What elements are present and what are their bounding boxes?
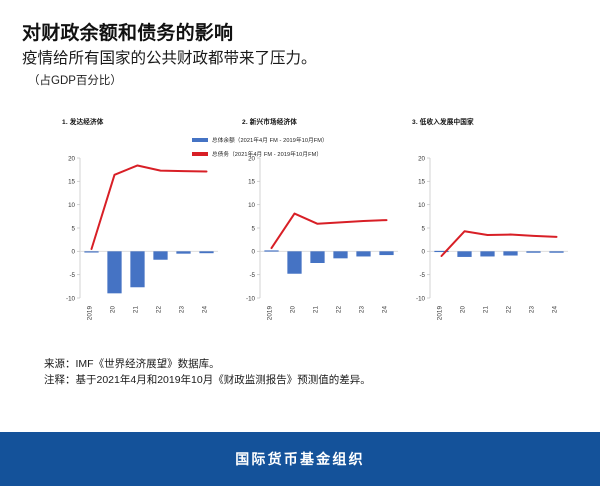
chart-plot-2: 20 15 10 5 0 -5 -10 2019 20 21 22 23 24 [228, 152, 408, 344]
svg-text:15: 15 [248, 179, 255, 186]
chart-legend: 总体余额（2021年4月 FM - 2019年10月FM） 总债务（2021年4… [192, 134, 402, 162]
svg-text:5: 5 [422, 225, 426, 232]
svg-text:22: 22 [336, 306, 343, 314]
svg-text:21: 21 [313, 306, 320, 314]
svg-text:22: 22 [156, 306, 163, 314]
svg-text:-10: -10 [246, 295, 256, 302]
svg-text:23: 23 [529, 306, 536, 314]
chart-panel-low-income: 3. 低收入发展中国家 20 15 10 5 0 -5 -10 2019 20 21 22 23 24 [398, 112, 578, 344]
svg-text:20: 20 [68, 155, 75, 162]
legend-swatch-line-icon [192, 152, 208, 156]
footnotes: 来源：IMF《世界经济展望》数据库。 注释：基于2021年4月和2019年10月… [44, 356, 576, 389]
svg-text:-10: -10 [66, 295, 76, 302]
svg-text:23: 23 [359, 306, 366, 314]
svg-text:5: 5 [252, 225, 256, 232]
svg-text:15: 15 [68, 179, 75, 186]
svg-text:24: 24 [552, 306, 559, 314]
legend-item-balance: 总体余额（2021年4月 FM - 2019年10月FM） [192, 134, 402, 146]
legend-item-debt: 总债务（2021年4月 FM - 2019年10月FM） [192, 148, 402, 160]
chart-plot-1: 20 15 10 5 0 -5 -10 2019 20 21 22 23 24 [48, 152, 228, 344]
svg-text:2019: 2019 [267, 306, 274, 321]
svg-text:24: 24 [202, 306, 209, 314]
footer-bar: 国际货币基金组织 [0, 432, 600, 486]
svg-text:2019: 2019 [87, 306, 94, 321]
svg-text:0: 0 [252, 249, 256, 256]
legend-label-balance: 总体余额（2021年4月 FM - 2019年10月FM） [212, 138, 328, 144]
chart-svg: 20 15 10 5 0 -5 -10 2019 20 21 22 23 24 [66, 155, 218, 321]
svg-text:15: 15 [418, 179, 425, 186]
svg-text:10: 10 [68, 202, 75, 209]
svg-text:21: 21 [483, 306, 490, 314]
svg-text:0: 0 [422, 249, 426, 256]
chart-title-2: 2. 新兴市场经济体 [242, 119, 297, 126]
chart-panels: 1. 发达经济体 20 15 10 5 0 -5 -10 2019 20 21 22 23 24 2. … [0, 112, 600, 344]
footnote-source: 来源：IMF《世界经济展望》数据库。 [44, 358, 220, 370]
svg-text:-5: -5 [419, 272, 425, 279]
svg-text:10: 10 [418, 202, 425, 209]
svg-text:23: 23 [179, 306, 186, 314]
chart-panel-advanced-economies: 1. 发达经济体 20 15 10 5 0 -5 -10 2019 20 21 22 23 24 [48, 112, 228, 344]
svg-text:21: 21 [133, 306, 140, 314]
svg-text:20: 20 [418, 155, 425, 162]
svg-text:20: 20 [290, 306, 297, 314]
slide-header: 对财政余额和债务的影响 疫情给所有国家的公共财政都带来了压力。 （占GDP百分比… [22, 22, 580, 88]
svg-text:0: 0 [72, 249, 76, 256]
chart-title-1: 1. 发达经济体 [62, 119, 104, 126]
svg-text:24: 24 [382, 306, 389, 314]
chart-svg: 20 15 10 5 0 -5 -10 2019 20 21 22 23 24 [416, 155, 568, 321]
chart-title-3: 3. 低收入发展中国家 [412, 119, 474, 126]
svg-text:-10: -10 [416, 295, 426, 302]
svg-text:-5: -5 [249, 272, 255, 279]
footer-organization-label: 国际货币基金组织 [235, 451, 365, 467]
svg-text:20: 20 [248, 155, 255, 162]
svg-text:5: 5 [72, 225, 76, 232]
svg-text:2019: 2019 [437, 306, 444, 321]
svg-text:22: 22 [506, 306, 513, 314]
svg-text:20: 20 [110, 306, 117, 314]
units-label: （占GDP百分比） [28, 74, 122, 87]
chart-panel-emerging-markets: 2. 新兴市场经济体 20 15 10 5 0 -5 -10 2019 20 21 22 23 24 [228, 112, 408, 344]
svg-text:10: 10 [248, 202, 255, 209]
page-title: 对财政余额和债务的影响 [22, 23, 234, 44]
footnote-note: 注释：基于2021年4月和2019年10月《财政监测报告》预测值的差异。 [44, 374, 371, 387]
page-subtitle: 疫情给所有国家的公共财政都带来了压力。 [22, 49, 317, 67]
legend-swatch-bar-icon [192, 138, 208, 142]
chart-plot-3: 20 15 10 5 0 -5 -10 2019 20 21 22 23 24 [398, 152, 578, 344]
svg-text:-5: -5 [69, 272, 75, 279]
svg-text:20: 20 [460, 306, 467, 314]
chart-svg: 20 15 10 5 0 -5 -10 2019 20 21 22 23 24 [246, 155, 398, 321]
legend-label-debt: 总债务（2021年4月 FM - 2019年10月FM） [212, 152, 323, 158]
